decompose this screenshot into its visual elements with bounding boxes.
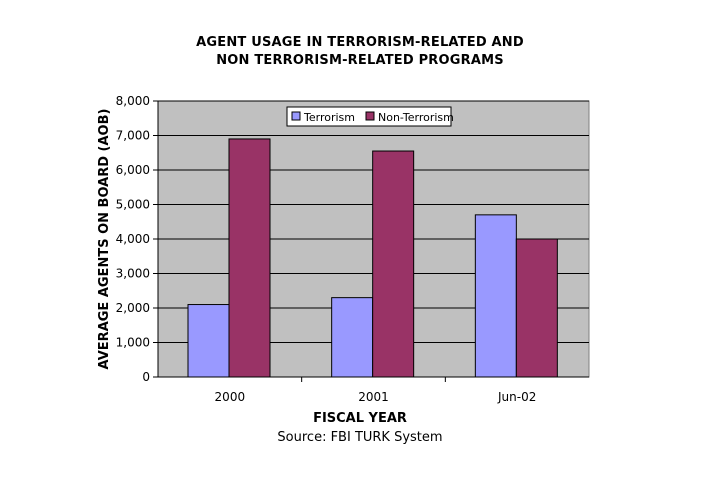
chart-title-line-1: AGENT USAGE IN TERRORISM-RELATED AND [196,35,524,50]
y-tick-label: 6,000 [116,163,150,177]
bar-non-terrorism-jun-02 [515,238,558,378]
x-axis-label: FISCAL YEAR [313,411,407,426]
legend-label-terrorism: Terrorism [303,111,355,124]
y-tick-label: 4,000 [116,232,150,246]
legend-label-non-terrorism: Non-Terrorism [378,111,454,124]
bar-non-terrorism-2001 [372,150,415,378]
legend-swatch-terrorism [291,111,301,121]
bar-terrorism-2000 [187,304,230,378]
y-tick-label: 1,000 [116,336,150,350]
source-note: Source: FBI TURK System [277,430,443,445]
x-tick-label: 2000 [215,390,246,404]
y-tick-label: 2,000 [116,301,150,315]
y-tick-label: 0 [142,370,150,384]
y-tick-label: 7,000 [116,129,150,143]
legend-swatch-non-terrorism [365,111,375,121]
bar-non-terrorism-2000 [228,138,271,378]
y-axis-label: AVERAGE AGENTS ON BOARD (AOB) [97,109,112,370]
x-tick-label: Jun-02 [497,390,536,404]
bar-terrorism-jun-02 [474,214,517,378]
bar-terrorism-2001 [331,297,374,378]
chart-title-line-2: NON TERRORISM-RELATED PROGRAMS [216,53,504,68]
y-tick-label: 5,000 [116,198,150,212]
chart-title: AGENT USAGE IN TERRORISM-RELATED AND NON… [0,34,720,70]
y-tick-label: 3,000 [116,267,150,281]
x-tick-label: 2001 [358,390,389,404]
y-tick-label: 8,000 [116,94,150,108]
